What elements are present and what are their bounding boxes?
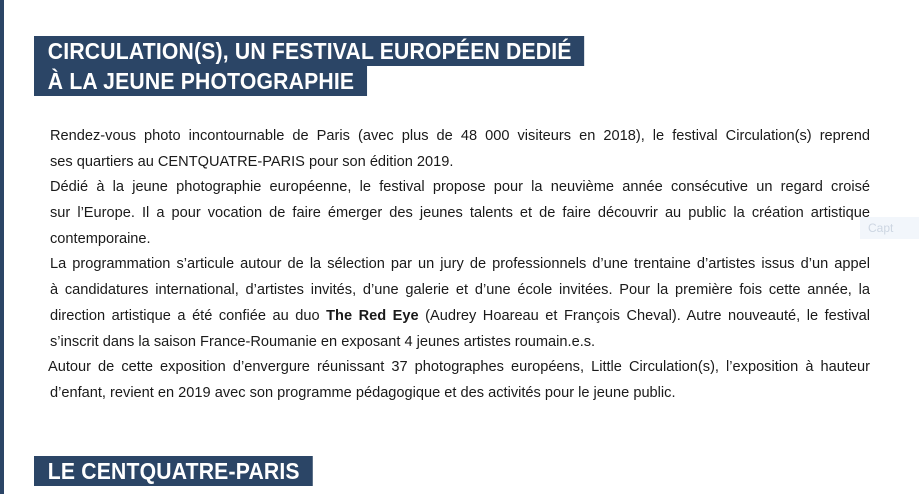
text-line: à candidatures international, d’artistes… (50, 282, 870, 299)
text-line: ses quartiers au CENTQUATRE-PARIS pour s… (50, 153, 454, 170)
bold-name: The Red Eye (326, 307, 419, 324)
caption-button[interactable]: Capt (860, 217, 919, 239)
text-span: direction artistique a été confiée au du… (50, 307, 327, 324)
text-line: Rendez-vous photo incontournable de Pari… (50, 128, 870, 144)
text-line: sur l’Europe. Il a pour vocation de fair… (50, 205, 870, 222)
section-heading-line1: CIRCULATION(S), UN FESTIVAL EUROPÉEN DED… (34, 36, 585, 66)
left-border (0, 0, 4, 494)
text-line: La programmation s’articule autour de la… (50, 256, 870, 273)
article-body: Rendez-vous photo incontournable de Pari… (48, 124, 870, 407)
text-line: Dédié à la jeune photographie européenne… (50, 179, 870, 196)
section-heading-line2: À LA JEUNE PHOTOGRAPHIE (34, 66, 368, 96)
section-heading-centquatre: LE CENTQUATRE-PARIS (34, 456, 313, 486)
text-line: d’enfant, revient en 2019 avec son progr… (50, 384, 676, 401)
text-line: s’inscrit dans la saison France-Roumanie… (50, 333, 596, 350)
text-span: (Audrey Hoareau et François Cheval). Aut… (418, 307, 871, 324)
text-line: Autour de cette exposition d’envergure r… (48, 359, 870, 376)
text-line: contemporaine. (50, 230, 151, 247)
text-line: direction artistique a été confiée au du… (50, 304, 870, 330)
